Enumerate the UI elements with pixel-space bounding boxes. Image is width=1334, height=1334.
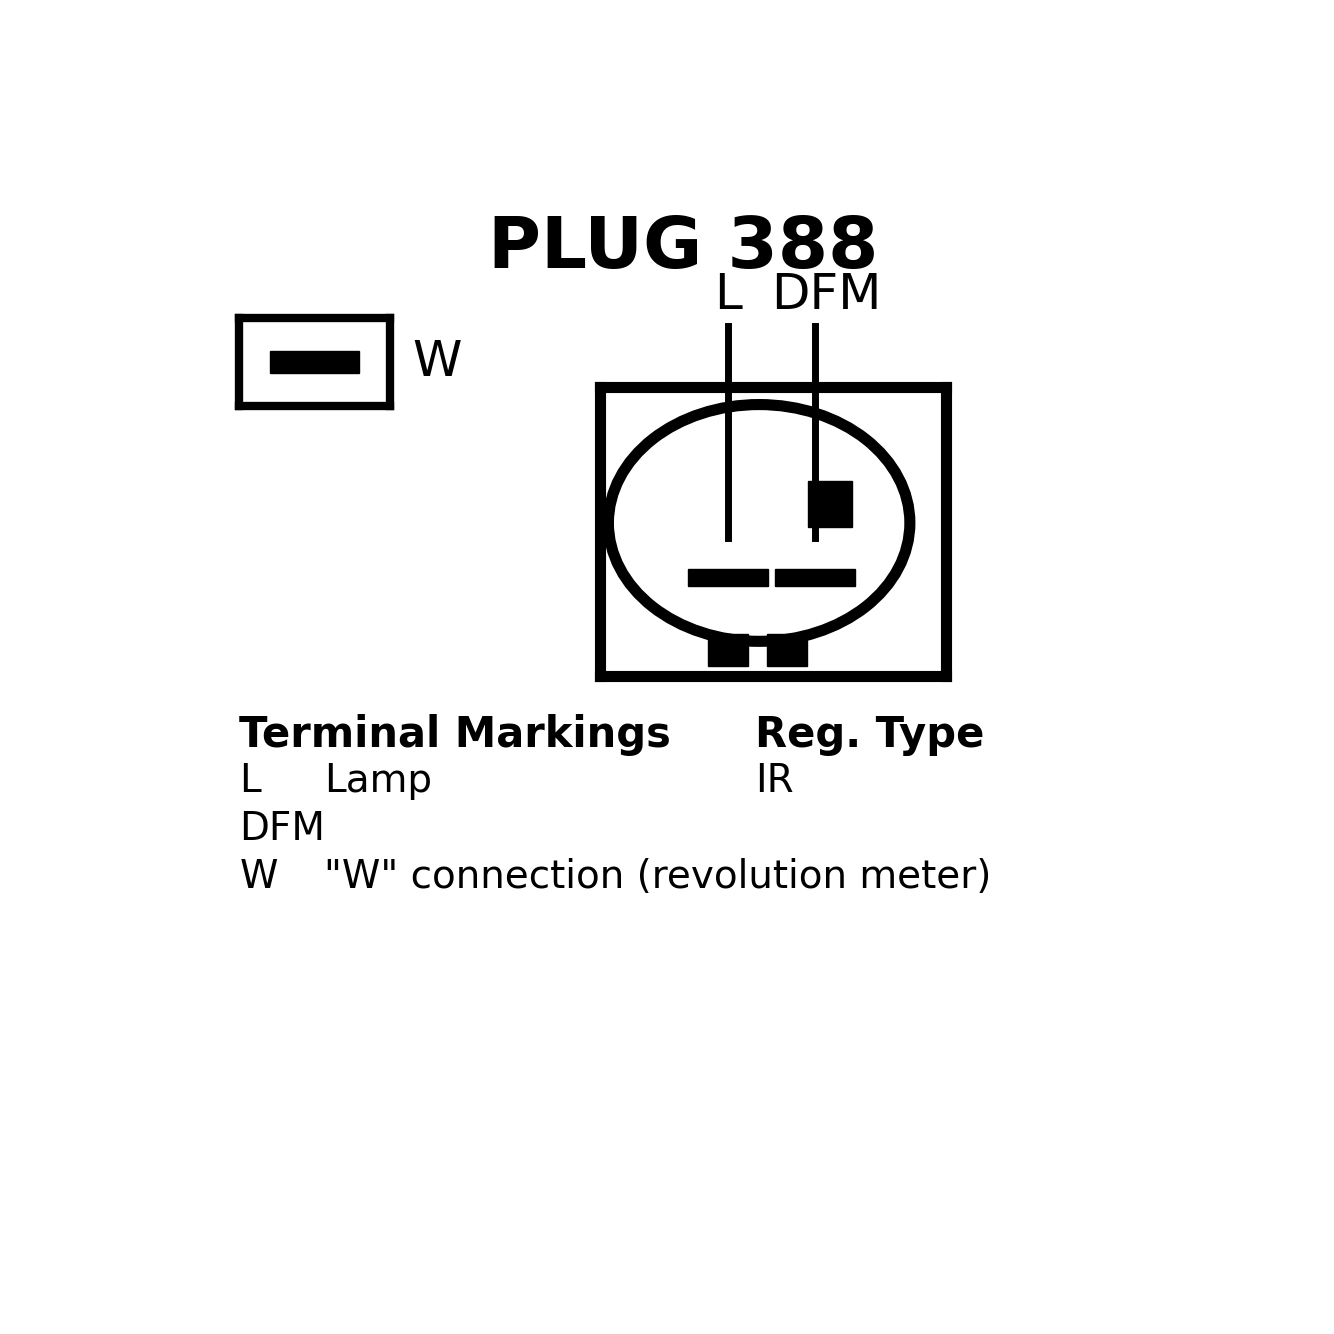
Polygon shape — [688, 570, 768, 586]
Text: L: L — [239, 762, 261, 800]
Text: PLUG 388: PLUG 388 — [488, 213, 879, 283]
Text: Lamp: Lamp — [324, 762, 432, 800]
Text: "W" connection (revolution meter): "W" connection (revolution meter) — [324, 858, 991, 895]
Text: W: W — [412, 339, 462, 387]
Polygon shape — [271, 351, 359, 374]
Text: DFM: DFM — [239, 810, 325, 848]
Text: IR: IR — [755, 762, 794, 800]
Text: Terminal Markings: Terminal Markings — [239, 715, 671, 756]
Text: L: L — [714, 272, 742, 319]
Text: DFM: DFM — [771, 272, 882, 319]
Polygon shape — [775, 570, 855, 586]
Polygon shape — [767, 634, 807, 666]
Text: W: W — [239, 858, 277, 895]
Text: Reg. Type: Reg. Type — [755, 715, 984, 756]
Polygon shape — [708, 634, 748, 666]
Polygon shape — [808, 480, 851, 527]
